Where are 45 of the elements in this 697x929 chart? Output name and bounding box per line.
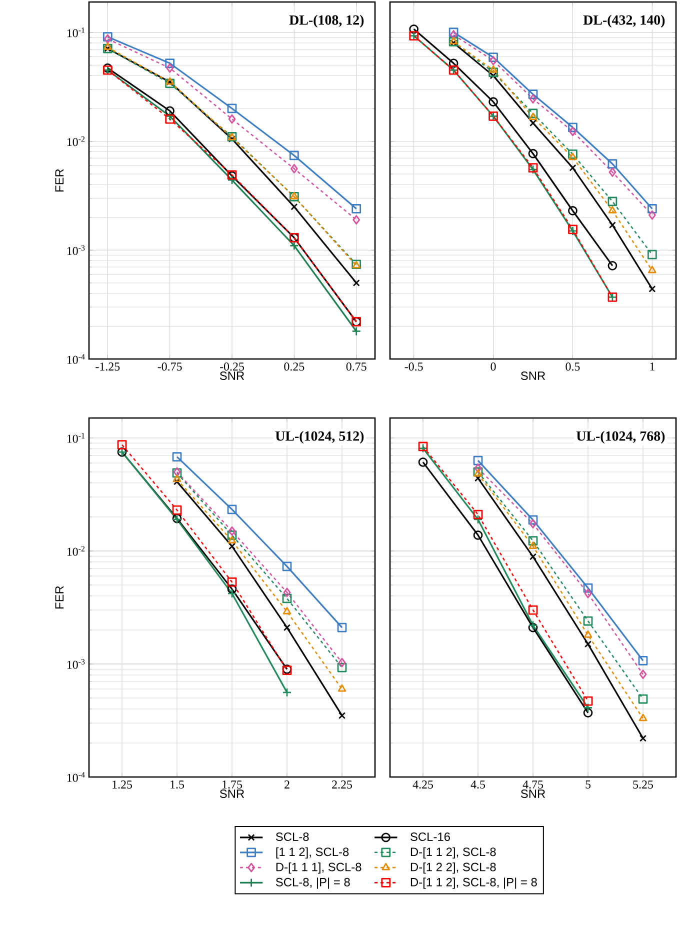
x-tick-label: 0.75	[346, 362, 366, 371]
y-tick-label: 10$^{-3}$	[67, 659, 85, 669]
x-axis-title: SNR	[520, 789, 546, 798]
x-tick-label: 1.5	[170, 780, 184, 789]
x-tick-label: 4.5	[470, 780, 486, 789]
x-tick-label: 0	[490, 362, 496, 371]
text: DL-(432, 140)	[583, 14, 665, 28]
y-tick-label: 10$^{-1}$	[67, 28, 84, 38]
x-tick-label: 1.75	[222, 780, 242, 789]
x-tick-label: -0.75	[158, 362, 182, 371]
legend-label: [1 1 2], SCL-8	[276, 847, 349, 858]
y-tick-label: 10$^{-2}$	[67, 546, 85, 556]
x-axis-title: SNR	[220, 789, 244, 798]
x-axis-title: SNR	[220, 372, 244, 380]
x-tick-label: 2	[284, 780, 290, 788]
x-tick-label: 0.25	[284, 362, 304, 371]
x-tick-label: 1	[650, 362, 654, 370]
legend-label: D-[1 1 2], SCL-8, |P| = 8	[410, 878, 537, 889]
y-tick-label: 10$^{-1}$	[67, 433, 84, 443]
x-tick-label: -0.5	[404, 362, 423, 371]
y-tick-label: 10$^{-3}$	[67, 245, 85, 255]
legend-label: D-[1 2 2], SCL-8	[410, 862, 496, 874]
x-axis-title: SNR	[520, 372, 546, 380]
y-tick-label: 10$^{-4}$	[67, 772, 85, 782]
x-tick-label: 0.5	[566, 362, 580, 371]
legend-label: D-[1 1 2], SCL-8	[410, 847, 496, 858]
text: UL-(1024, 512)	[275, 430, 364, 444]
legend-label: SCL-8	[276, 832, 309, 841]
x-tick-label: 5	[586, 780, 591, 788]
x-tick-label: 4.25	[412, 780, 434, 789]
legend-label: SCL-16	[410, 832, 450, 841]
text: UL-(1024, 768)	[576, 430, 665, 444]
legend-label: D-[1 1 1], SCL-8	[276, 862, 362, 874]
x-tick-label: -1.25	[96, 362, 120, 371]
legend-label: SCL-8, |P| = 8	[276, 878, 350, 889]
text: DL-(108, 12)	[289, 14, 364, 28]
y-axis-title: FER	[55, 586, 64, 608]
y-tick-label: 10$^{-2}$	[67, 136, 85, 146]
x-tick-label: 5.25	[633, 780, 654, 789]
y-axis-title: FER	[55, 169, 64, 192]
x-tick-label: 1.25	[112, 780, 132, 789]
x-tick-label: -0.25	[220, 362, 244, 371]
x-tick-label: 4.75	[522, 780, 544, 789]
x-tick-label: 2.25	[332, 780, 352, 789]
y-tick-label: 10$^{-4}$	[67, 354, 85, 364]
